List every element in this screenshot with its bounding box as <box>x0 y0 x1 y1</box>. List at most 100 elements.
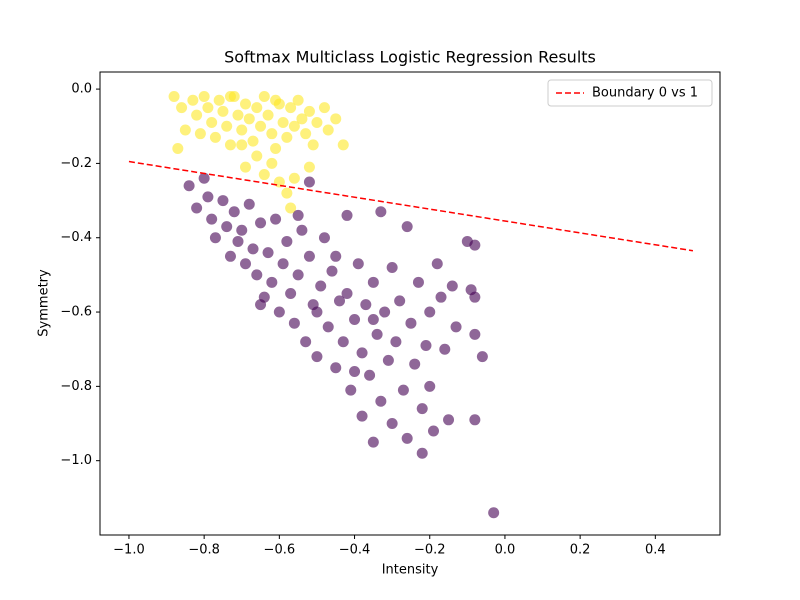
scatter-point <box>277 258 289 270</box>
scatter-point <box>206 213 218 225</box>
scatter-point <box>311 351 323 363</box>
scatter-point <box>371 328 383 340</box>
scatter-point <box>209 232 221 244</box>
scatter-point <box>300 128 312 140</box>
scatter-point <box>397 384 409 396</box>
scatter-point <box>217 195 229 207</box>
y-tick-label: −0.8 <box>60 379 92 394</box>
scatter-point <box>330 250 342 262</box>
scatter-point <box>240 258 252 270</box>
scatter-point <box>209 131 221 143</box>
scatter-point <box>273 306 285 318</box>
scatter-point <box>288 317 300 329</box>
scatter-point <box>285 287 297 299</box>
scatter-point <box>386 418 398 430</box>
y-tick-label: 0.0 <box>71 82 92 97</box>
scatter-point <box>243 198 255 210</box>
scatter-point <box>307 139 319 151</box>
scatter-point <box>217 105 229 117</box>
scatter-point <box>240 161 252 173</box>
x-tick-label: −0.6 <box>264 543 296 558</box>
scatter-point <box>288 120 300 132</box>
scatter-point <box>179 124 191 136</box>
scatter-point <box>435 291 447 303</box>
scatter-point <box>401 432 413 444</box>
scatter-point <box>191 202 203 214</box>
scatter-point <box>292 94 304 106</box>
x-tick-label: −0.8 <box>188 543 220 558</box>
scatter-point <box>349 313 361 325</box>
scatter-point <box>386 261 398 273</box>
scatter-point <box>469 291 481 303</box>
scatter-point <box>262 247 274 259</box>
scatter-point <box>266 157 278 169</box>
scatter-point <box>424 306 436 318</box>
y-tick-label: −0.4 <box>60 230 92 245</box>
scatter-point <box>296 224 308 236</box>
scatter-point <box>240 98 252 110</box>
scatter-point <box>213 94 225 106</box>
scatter-point <box>341 287 353 299</box>
x-tick-label: 0.0 <box>495 543 516 558</box>
scatter-point <box>168 91 180 103</box>
scatter-point <box>382 354 394 366</box>
scatter-point <box>322 124 334 136</box>
scatter-point <box>446 280 458 292</box>
scatter-point <box>360 299 372 311</box>
scatter-point <box>255 217 267 229</box>
scatter-point <box>270 94 282 106</box>
scatter-point <box>221 221 233 233</box>
scatter-point <box>281 187 293 199</box>
chart-title: Softmax Multiclass Logistic Regression R… <box>224 48 596 67</box>
scatter-point <box>427 425 439 437</box>
scatter-point <box>288 172 300 184</box>
scatter-point <box>243 113 255 125</box>
scatter-point <box>390 336 402 348</box>
scatter-point <box>367 276 379 288</box>
scatter-point <box>292 269 304 281</box>
scatter-point <box>443 414 455 426</box>
scatter-point <box>303 250 315 262</box>
scatter-point <box>469 328 481 340</box>
scatter-point <box>345 384 357 396</box>
scatter-point <box>236 124 248 136</box>
scatter-point <box>405 317 417 329</box>
scatter-point <box>232 109 244 121</box>
scatter-point <box>206 117 218 129</box>
scatter-point <box>236 139 248 151</box>
scatter-point <box>352 258 364 270</box>
scatter-point <box>258 91 270 103</box>
scatter-point <box>255 299 267 311</box>
scatter-point <box>266 128 278 140</box>
scatter-point <box>251 102 263 114</box>
scatter-point <box>224 250 236 262</box>
plot-frame <box>99 71 721 536</box>
scatter-point <box>476 351 488 363</box>
scatter-point <box>431 258 443 270</box>
x-tick-label: −1.0 <box>113 543 145 558</box>
scatter-point <box>488 507 500 519</box>
scatter-point <box>394 295 406 307</box>
scatter-point <box>285 202 297 214</box>
scatter-point <box>255 120 267 132</box>
scatter-point <box>315 280 327 292</box>
scatter-point <box>424 380 436 392</box>
scatter-point <box>270 143 282 155</box>
scatter-point <box>375 395 387 407</box>
scatter-point <box>420 339 432 351</box>
scatter-point <box>262 109 274 121</box>
scatter-point <box>251 269 263 281</box>
scatter-point <box>409 358 421 370</box>
y-tick-label: −1.0 <box>60 453 92 468</box>
scatter-point <box>401 221 413 233</box>
x-tick-label: −0.4 <box>339 543 371 558</box>
scatter-point <box>318 232 330 244</box>
scatter-point <box>303 105 315 117</box>
scatter-point <box>469 239 481 251</box>
x-axis-label: Intensity <box>382 563 439 578</box>
scatter-point <box>292 209 304 221</box>
legend-label: Boundary 0 vs 1 <box>592 86 698 101</box>
scatter-point <box>236 224 248 236</box>
scatter-point <box>337 336 349 348</box>
